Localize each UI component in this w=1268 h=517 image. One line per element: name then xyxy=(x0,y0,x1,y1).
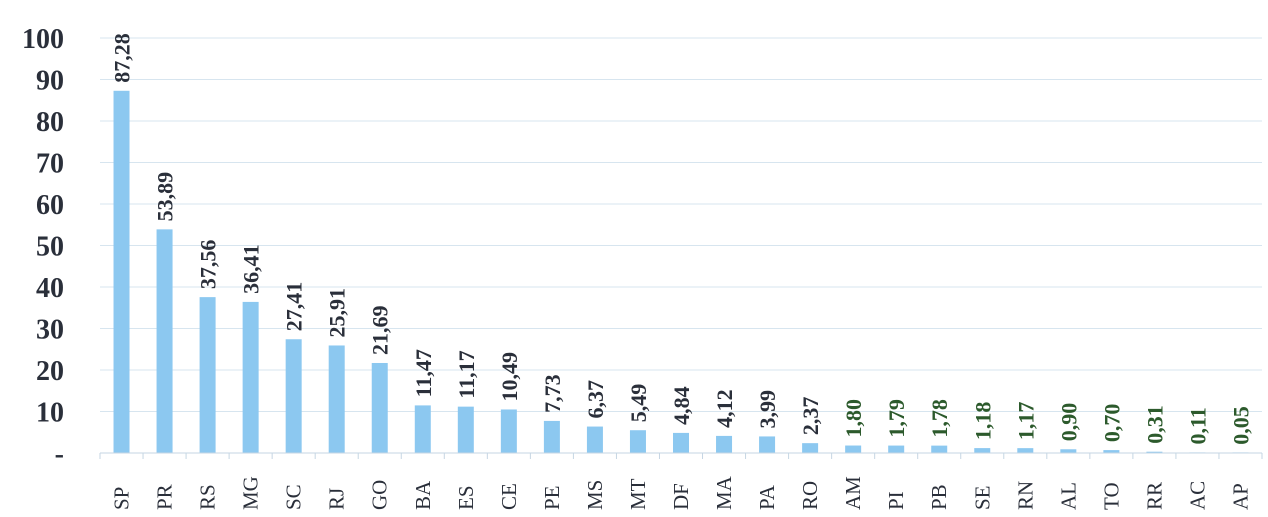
data-label-pb: 1,78 xyxy=(927,399,952,438)
bar-ce xyxy=(500,409,517,453)
data-label-ms: 6,37 xyxy=(583,380,608,419)
x-tick-label-ap: AP xyxy=(1228,483,1252,510)
x-tick-label-pb: PB xyxy=(927,484,951,510)
x-tick-label-al: AL xyxy=(1056,482,1080,510)
bar-rr xyxy=(1146,451,1163,453)
grid-lines xyxy=(100,37,1262,412)
data-label-pa: 3,99 xyxy=(755,390,780,429)
data-label-am: 1,80 xyxy=(841,399,866,438)
bar-es xyxy=(457,406,474,453)
data-label-ce: 10,49 xyxy=(497,352,522,402)
data-label-rr: 0,31 xyxy=(1142,405,1167,444)
bar-am xyxy=(845,445,862,453)
data-label-go: 21,69 xyxy=(368,305,393,355)
x-axis xyxy=(99,452,1263,459)
y-tick-label-60: 60 xyxy=(36,190,64,221)
data-label-pe: 7,73 xyxy=(540,374,565,413)
bar-al xyxy=(1060,449,1077,453)
x-tick-label-sc: SC xyxy=(282,484,306,510)
bar-ba xyxy=(414,405,431,453)
x-tick-label-rr: RR xyxy=(1142,482,1166,510)
data-label-al: 0,90 xyxy=(1056,403,1081,442)
bar-rj xyxy=(328,345,345,453)
data-label-sc: 27,41 xyxy=(282,282,307,332)
y-tick-label-10: 10 xyxy=(36,398,64,429)
bar-mt xyxy=(629,430,646,453)
bar-pb xyxy=(931,445,948,453)
y-tick-label-40: 40 xyxy=(36,273,64,304)
x-tick-label-se: SE xyxy=(970,485,994,510)
x-tick-label-to: TO xyxy=(1099,482,1123,510)
x-tick-label-pe: PE xyxy=(540,485,564,510)
x-tick-label-am: AM xyxy=(841,476,865,510)
x-tick-label-rs: RS xyxy=(196,484,220,510)
x-tick-label-mg: MG xyxy=(239,476,263,510)
y-tick-label-20: 20 xyxy=(36,356,64,387)
bar-ma xyxy=(716,435,733,453)
data-label-ba: 11,47 xyxy=(411,349,436,397)
x-tick-label-mt: MT xyxy=(626,478,650,510)
data-label-pr: 53,89 xyxy=(153,172,178,222)
x-tick-label-ro: RO xyxy=(798,481,822,510)
data-label-to: 0,70 xyxy=(1099,404,1124,443)
data-labels: 87,28 53,89 37,56 36,41 27,41 25,91 21,69 11,47… xyxy=(110,33,1254,445)
x-tick-label-go: GO xyxy=(368,480,392,510)
bar-se xyxy=(974,448,991,453)
bar-rs xyxy=(199,297,216,453)
data-label-rj: 25,91 xyxy=(325,288,350,338)
x-tick-label-rj: RJ xyxy=(325,488,349,510)
data-label-mg: 36,41 xyxy=(239,244,264,294)
bar-pe xyxy=(543,420,560,453)
data-label-ap: 0,05 xyxy=(1228,406,1253,445)
x-tick-label-rn: RN xyxy=(1013,481,1037,510)
x-tick-label-es: ES xyxy=(454,485,478,510)
y-tick-label-30: 30 xyxy=(36,315,64,346)
x-tick-label-ms: MS xyxy=(583,480,607,510)
x-tick-label-pa: PA xyxy=(755,484,779,510)
data-label-mt: 5,49 xyxy=(626,384,651,423)
y-tick-label-50: 50 xyxy=(36,232,64,263)
x-tick-label-pr: PR xyxy=(153,484,177,510)
x-tick-label-ce: CE xyxy=(497,483,521,510)
y-tick-label-80: 80 xyxy=(36,107,64,138)
x-tick-label-ma: MA xyxy=(712,475,736,510)
y-axis-tick-labels: - 10 20 30 40 50 60 70 80 90 100 xyxy=(22,24,64,470)
y-tick-label-0: - xyxy=(55,439,64,470)
bar-pr xyxy=(156,229,173,453)
bar-ro xyxy=(802,443,819,453)
data-label-ac: 0,11 xyxy=(1185,407,1210,444)
y-tick-label-70: 70 xyxy=(36,149,64,180)
bar-rn xyxy=(1017,448,1034,453)
x-tick-label-sp: SP xyxy=(110,487,134,510)
x-tick-label-df: DF xyxy=(669,483,693,510)
data-label-ma: 4,12 xyxy=(712,389,737,428)
bar-sc xyxy=(285,339,302,453)
data-label-df: 4,84 xyxy=(669,386,694,425)
bar-ms xyxy=(586,426,603,453)
bar-df xyxy=(673,432,689,453)
data-label-rs: 37,56 xyxy=(196,240,221,290)
bar-pa xyxy=(759,436,776,453)
data-label-rn: 1,17 xyxy=(1013,402,1038,441)
x-axis-category-labels: SP PR RS MG SC RJ GO BA ES CE PE MS MT DF MA PA RO AM PI PB… xyxy=(110,475,1253,510)
bar-pi xyxy=(888,445,905,453)
bar-to xyxy=(1103,450,1120,453)
data-label-se: 1,18 xyxy=(970,402,995,441)
y-tick-label-100: 100 xyxy=(22,24,64,55)
x-tick-label-pi: PI xyxy=(884,491,908,510)
data-label-sp: 87,28 xyxy=(110,33,135,83)
data-label-es: 11,17 xyxy=(454,350,479,398)
data-label-pi: 1,79 xyxy=(884,399,909,438)
bar-mg xyxy=(242,301,259,453)
data-label-ro: 2,37 xyxy=(798,397,823,436)
y-tick-label-90: 90 xyxy=(36,66,64,97)
x-tick-label-ac: AC xyxy=(1185,481,1209,510)
x-tick-label-ba: BA xyxy=(411,480,435,510)
bars xyxy=(113,90,1249,453)
bar-go xyxy=(371,362,388,453)
bar-sp xyxy=(113,90,130,453)
